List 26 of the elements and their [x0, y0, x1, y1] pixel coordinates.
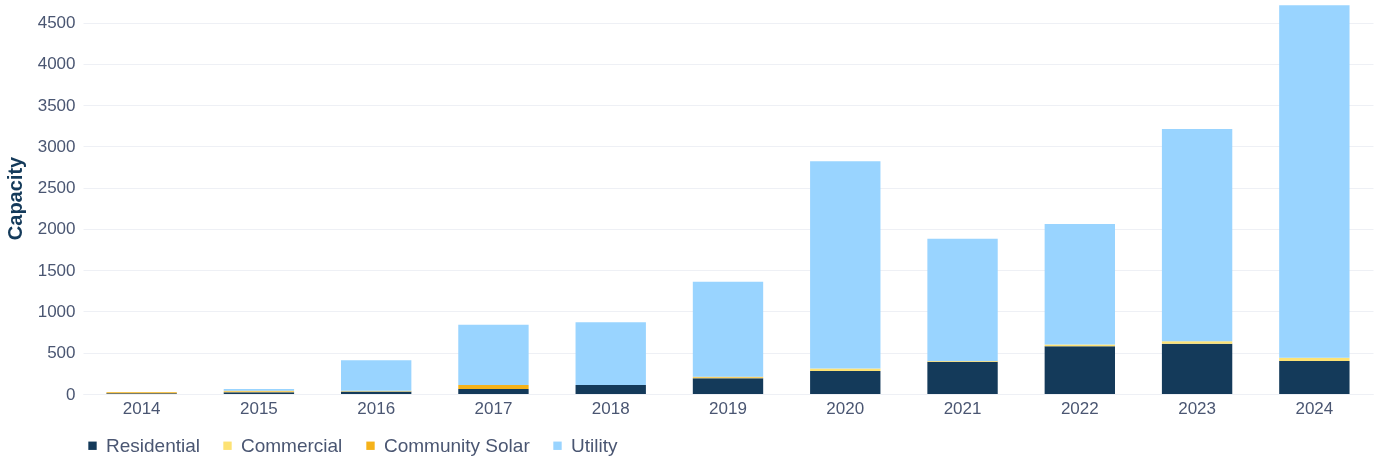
- y-tick-label: 500: [47, 343, 76, 363]
- y-tick-label: 3500: [37, 95, 76, 115]
- x-tick-label: 2015: [240, 398, 278, 418]
- legend-label: Commercial: [241, 434, 343, 456]
- x-tick-label: 2014: [122, 398, 161, 418]
- x-tick-label: 2018: [591, 398, 630, 418]
- x-tick-label: 2016: [357, 398, 396, 418]
- x-tick-label: 2023: [1178, 398, 1217, 418]
- x-tick-label: 2020: [826, 398, 865, 418]
- y-tick-label: 0: [66, 384, 76, 404]
- x-tick-label: 2017: [474, 398, 513, 418]
- legend-label: Community Solar: [384, 434, 531, 456]
- y-axis-title: Capacity: [3, 155, 26, 241]
- y-tick-label: 2000: [37, 219, 76, 239]
- y-tick-label: 4500: [37, 13, 76, 33]
- x-tick-label: 2019: [709, 398, 747, 418]
- y-tick-label: 1000: [37, 301, 76, 321]
- legend-label: Utility: [571, 434, 618, 456]
- y-tick-label: 4000: [37, 54, 76, 74]
- y-tick-label: 2500: [37, 178, 76, 198]
- x-tick-label: 2024: [1295, 398, 1334, 418]
- y-tick-label: 1500: [37, 260, 76, 280]
- legend-label: Residential: [106, 434, 200, 456]
- x-tick-label: 2022: [1060, 398, 1099, 418]
- y-tick-label: 3000: [37, 136, 76, 156]
- x-tick-label: 2021: [943, 398, 982, 418]
